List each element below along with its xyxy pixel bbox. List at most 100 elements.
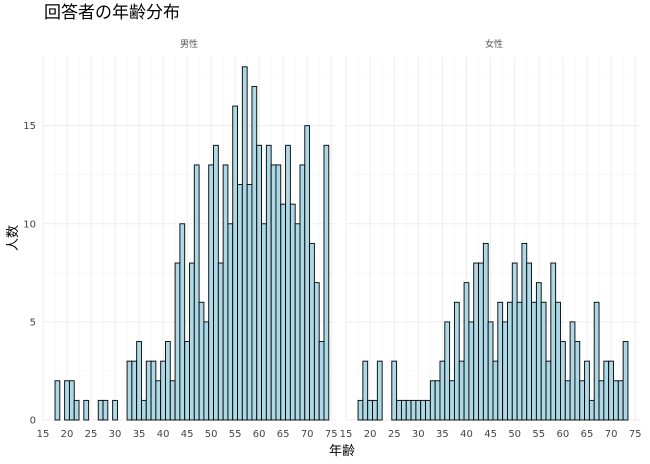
bar [136,341,142,421]
x-tick-label: 35 [133,429,146,440]
panel-female: 女性 15 20 25 30 35 40 45 50 55 60 65 70 75 [340,38,642,440]
bar [285,144,291,421]
x-tick-label: 15 [37,429,50,440]
bar [526,262,533,421]
bar [429,380,436,421]
bar [112,399,118,421]
bars-male [54,66,330,421]
bar [425,399,431,421]
bar [198,301,205,421]
x-tick-label: 40 [157,429,170,440]
bar [560,341,566,421]
x-tick-label: 55 [229,429,242,440]
bar [569,321,576,421]
bar [449,380,455,421]
bar [478,262,484,421]
x-tick-label: 40 [460,429,473,440]
bar [102,399,109,421]
x-tick-label: 55 [532,429,545,440]
bar [473,262,479,421]
bar [73,399,80,421]
x-tick-label: 25 [85,429,98,440]
y-tick-label: 10 [23,219,36,230]
bar [141,399,147,421]
bar [410,399,417,421]
bar [608,360,614,421]
bar [603,360,610,421]
bar [468,321,475,421]
bar [160,360,166,421]
bar [145,360,152,421]
bar [584,360,590,421]
bar [617,380,624,421]
x-tick-label: 50 [508,429,521,440]
x-tick-label: 65 [277,429,290,440]
x-tick-label: 65 [581,429,594,440]
bar [415,399,422,421]
y-tick-label: 5 [30,317,36,328]
x-ticks-female: 15 20 25 30 35 40 45 50 55 60 65 70 75 [340,429,642,440]
bar [507,301,513,421]
bar [131,360,138,421]
bar [313,282,320,421]
facet-label-male: 男性 [180,38,198,50]
x-tick-label: 20 [61,429,74,440]
x-axis-label: 年齢 [329,444,355,459]
x-ticks-male: 15 20 25 30 35 40 45 50 55 60 65 70 75 [37,429,338,440]
bar [622,341,629,421]
y-axis-label: 人数 [6,225,21,251]
bar [516,301,523,421]
bar [405,399,412,421]
x-tick-label: 45 [484,429,497,440]
bar [222,164,229,421]
bar [189,262,195,421]
bar [83,399,90,421]
bar [593,301,600,421]
bar [396,399,402,421]
bar [97,399,104,421]
bar [579,380,586,421]
bar [453,301,460,421]
bar [564,380,571,421]
x-tick-label: 20 [364,429,377,440]
bar [237,184,243,421]
bar [155,380,162,421]
bar [439,360,446,421]
bar [487,321,494,421]
bar [434,380,441,421]
bar [463,282,470,421]
bar [289,203,296,421]
bar [372,399,378,421]
x-tick-label: 60 [557,429,570,440]
bar [555,301,561,421]
y-ticks: 0 5 10 15 [23,121,36,426]
x-tick-label: 60 [253,429,266,440]
bar [265,144,272,421]
x-tick-label: 75 [629,429,642,440]
bar [545,360,552,421]
x-tick-label: 35 [436,429,449,440]
bar [550,262,557,421]
bar [458,360,465,421]
bar [169,380,176,421]
bar [492,360,499,421]
bar [179,223,186,421]
x-tick-label: 75 [325,429,338,440]
bar [241,66,248,421]
bar [227,223,234,421]
y-tick-label: 15 [23,121,36,132]
bar [309,242,315,421]
bar [280,203,287,421]
x-tick-label: 30 [109,429,122,440]
bar [391,360,398,421]
bar [126,360,133,421]
bar [318,341,325,421]
x-tick-label: 25 [388,429,401,440]
bar [482,242,489,421]
bar [150,360,157,421]
facet-label-female: 女性 [485,38,503,50]
bar [367,399,373,421]
bar [304,125,311,421]
bar [294,223,301,421]
